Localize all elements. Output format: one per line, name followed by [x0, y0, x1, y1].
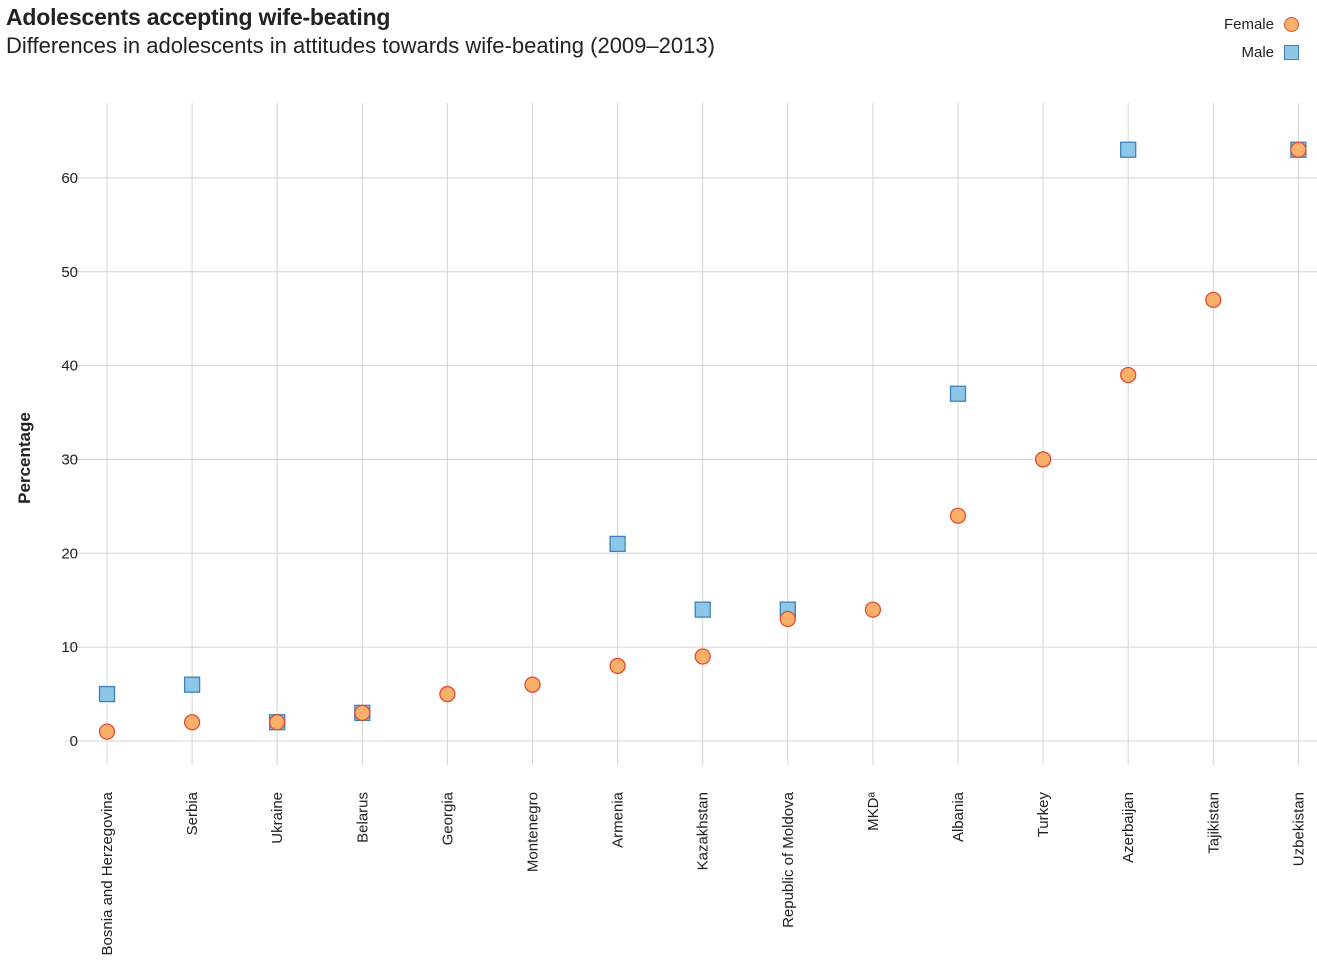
- y-axis-label: Percentage: [15, 412, 34, 504]
- female-point: [864, 601, 882, 618]
- x-tick-label: Uzbekistan: [1290, 792, 1307, 866]
- female-point: [269, 714, 286, 731]
- x-tick-label: Republic of Moldova: [780, 791, 797, 928]
- male-point: [98, 685, 116, 703]
- x-tick-label: Albania: [950, 791, 967, 842]
- y-axis-ticks: 0 10 20 30 40 50 60: [61, 170, 78, 750]
- y-tick-label: 0: [70, 733, 78, 750]
- male-point: [1120, 141, 1137, 158]
- female-point: [609, 657, 626, 675]
- vertical-gridlines: [106, 103, 1299, 765]
- x-tick-label: Serbia: [184, 791, 201, 835]
- female-point: [694, 648, 711, 665]
- female-point: [779, 610, 796, 628]
- x-tick-label: Ukraine: [269, 792, 286, 844]
- x-tick-label: Bosnia and Herzegovina: [99, 791, 116, 955]
- x-tick-label: Kazakhstan: [695, 792, 712, 870]
- female-series: [98, 141, 1307, 740]
- x-axis-ticks: Bosnia and Herzegovina Serbia Ukraine Belar…: [99, 791, 1307, 955]
- female-point: [949, 507, 967, 524]
- y-tick-label: 30: [61, 451, 78, 468]
- legend: Female Male: [1224, 10, 1299, 66]
- x-tick-label: MKDᵃ: [865, 792, 882, 831]
- x-tick-label: Turkey: [1035, 792, 1052, 838]
- female-point: [1034, 451, 1052, 468]
- y-tick-label: 60: [61, 170, 78, 187]
- square-marker-icon: [1284, 44, 1299, 60]
- legend-item-female: Female: [1224, 10, 1299, 38]
- female-point: [1290, 141, 1307, 158]
- y-tick-label: 10: [61, 639, 78, 656]
- x-tick-label: Georgia: [439, 791, 456, 845]
- y-tick-label: 20: [61, 545, 78, 562]
- female-point: [524, 676, 541, 693]
- y-tick-label: 50: [61, 264, 78, 281]
- female-point: [354, 704, 371, 721]
- horizontal-gridlines: [65, 177, 1317, 742]
- female-point: [1120, 366, 1137, 384]
- female-point: [1205, 291, 1222, 309]
- circle-marker-icon: [1284, 16, 1299, 32]
- chart-subtitle: Differences in adolescents in attitudes …: [6, 33, 715, 58]
- x-tick-label: Tajikistan: [1205, 792, 1222, 854]
- female-point: [183, 714, 201, 731]
- chart-title: Adolescents accepting wife-beating: [6, 4, 391, 30]
- male-point: [183, 676, 201, 693]
- legend-label-male: Male: [1241, 43, 1274, 61]
- x-tick-label: Azerbaijan: [1120, 792, 1137, 863]
- x-tick-label: Armenia: [610, 791, 627, 848]
- y-tick-label: 40: [61, 358, 78, 375]
- x-tick-label: Belarus: [354, 792, 371, 843]
- female-point: [98, 723, 116, 740]
- male-point: [949, 385, 967, 402]
- male-point: [694, 601, 711, 618]
- male-point: [609, 535, 626, 553]
- legend-item-male: Male: [1224, 38, 1299, 66]
- legend-label-female: Female: [1223, 15, 1274, 33]
- female-point: [439, 685, 456, 703]
- x-tick-label: Montenegro: [525, 792, 542, 872]
